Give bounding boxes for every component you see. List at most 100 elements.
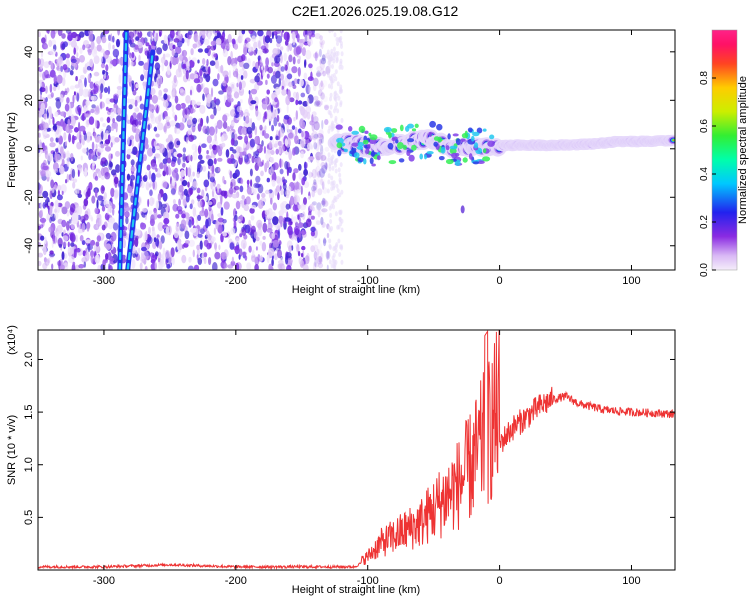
noise-blob <box>237 135 243 140</box>
noise-blob <box>113 104 119 114</box>
noise-blob <box>259 240 263 246</box>
noise-blob <box>93 132 97 139</box>
noise-blob <box>233 43 239 50</box>
noise-blob <box>173 172 180 182</box>
noise-blob <box>79 235 84 242</box>
noise-blob <box>73 47 76 55</box>
signal-scatter <box>337 149 342 157</box>
noise-blob <box>66 150 70 160</box>
noise-blob <box>319 39 326 46</box>
diagonal-line-inner-1 <box>118 30 128 270</box>
noise-blob <box>166 263 171 269</box>
noise-blob <box>279 73 285 81</box>
signal-scatter <box>405 125 410 132</box>
noise-blob <box>86 135 91 143</box>
noise-blob <box>188 134 195 142</box>
noise-blob <box>271 179 276 187</box>
noise-blob <box>250 88 258 95</box>
noise-blob <box>51 39 57 46</box>
noise-blob <box>271 124 275 132</box>
signal-scatter <box>383 126 392 133</box>
noise-fringe <box>334 115 338 121</box>
noise-blob <box>217 224 223 234</box>
noise-blob <box>265 152 272 161</box>
noise-blob <box>134 246 139 255</box>
noise-blob <box>110 187 115 198</box>
noise-blob <box>204 195 208 202</box>
noise-blob <box>151 162 158 170</box>
noise-blob <box>173 75 177 84</box>
snr-panel: -300 -200 -100 0 100 0.5 1.0 1.5 2.0 Height of … <box>6 325 676 596</box>
noise-blob <box>151 146 156 154</box>
noise-blob <box>56 74 63 85</box>
noise-blob <box>112 44 115 50</box>
noise-blob <box>149 189 153 196</box>
noise-blob <box>171 104 175 113</box>
noise-blob <box>275 70 281 79</box>
noise-blob <box>279 54 283 64</box>
noise-blob <box>267 66 273 74</box>
noise-blob <box>87 73 91 81</box>
signal-scatter <box>369 134 378 141</box>
noise-blob <box>269 136 273 141</box>
noise-blob <box>288 43 293 52</box>
noise-blob <box>69 85 75 90</box>
noise-blob <box>77 169 80 177</box>
noise-blob <box>193 33 199 43</box>
noise-blob <box>196 248 200 256</box>
signal-scatter <box>426 151 434 155</box>
noise-blob <box>40 63 43 70</box>
noise-blob <box>40 51 44 58</box>
noise-blob <box>250 100 257 105</box>
noise-blob <box>303 181 310 188</box>
noise-blob <box>324 119 329 125</box>
noise-blob <box>170 161 176 168</box>
noise-blob <box>229 242 235 250</box>
noise-blob <box>168 253 173 264</box>
noise-blob <box>275 30 281 34</box>
noise-fringe <box>327 173 331 179</box>
noise-fringe <box>332 252 336 258</box>
noise-blob <box>49 83 53 93</box>
noise-blob <box>154 262 157 270</box>
noise-blob <box>230 109 236 117</box>
noise-blob <box>260 170 264 177</box>
signal-scatter <box>370 150 375 157</box>
noise-blob <box>266 177 270 183</box>
noise-blob <box>274 97 278 103</box>
noise-blob <box>318 89 323 97</box>
noise-blob <box>109 98 116 103</box>
noise-blob <box>84 77 87 88</box>
noise-blob <box>62 241 67 248</box>
noise-blob <box>278 144 285 154</box>
noise-blob <box>248 245 252 253</box>
noise-blob <box>140 74 145 82</box>
noise-blob <box>272 202 277 211</box>
noise-blob <box>67 241 70 248</box>
noise-blob <box>86 65 92 71</box>
noise-blob <box>194 73 199 80</box>
noise-blob <box>320 200 326 205</box>
noise-blob <box>40 209 43 215</box>
noise-blob <box>113 176 119 185</box>
signal-scatter <box>429 120 436 128</box>
noise-fringe <box>337 167 341 173</box>
noise-blob <box>90 108 95 114</box>
noise-blob <box>76 132 82 140</box>
heatmap-y-axis-label: Frequency (Hz) <box>6 112 18 188</box>
noise-fringe <box>329 212 333 218</box>
noise-blob <box>230 50 233 60</box>
noise-blob <box>147 236 153 244</box>
noise-blob <box>297 66 301 77</box>
noise-blob <box>112 48 120 58</box>
noise-fringe <box>330 158 334 164</box>
noise-blob <box>233 91 240 99</box>
noise-blob <box>238 254 241 260</box>
noise-blob <box>209 143 213 150</box>
noise-blob <box>243 204 250 212</box>
noise-blob <box>210 45 217 51</box>
noise-fringe <box>328 166 332 172</box>
noise-fringe <box>339 58 343 64</box>
noise-blob <box>217 148 223 157</box>
